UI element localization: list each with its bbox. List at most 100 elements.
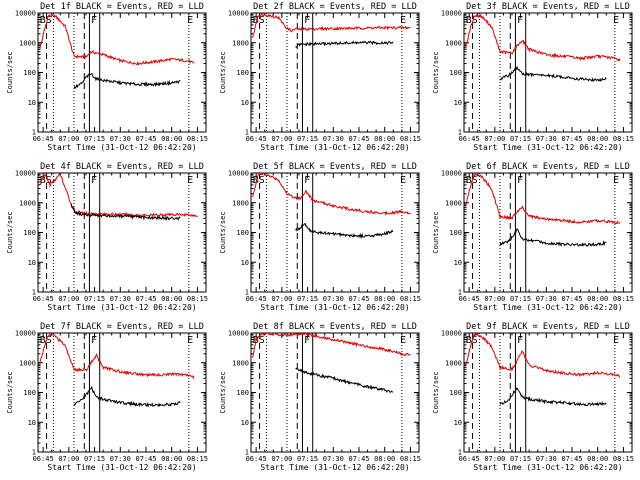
- x-tick-label: 08:15: [400, 455, 421, 463]
- x-tick-label: 08:00: [161, 295, 182, 303]
- chart-title: Det 1f BLACK = Events, RED = LLD: [40, 2, 204, 12]
- x-tick-label: 07:15: [510, 135, 531, 143]
- x-tick-label: 07:30: [110, 135, 131, 143]
- chart-title: Det 3f BLACK = Events, RED = LLD: [466, 2, 630, 12]
- marker-label-bs: BS: [253, 15, 265, 26]
- y-tick-label: 100: [236, 229, 249, 237]
- y-tick-label: 100: [23, 389, 36, 397]
- plot-frame: [250, 172, 420, 293]
- chart-panel: Det 5f BLACK = Events, RED = LLD 1 10 100 10…: [219, 162, 421, 312]
- y-axis-label: Counts/sec: [219, 51, 227, 93]
- series-line-black: [295, 40, 394, 49]
- x-tick-label: 06:45: [246, 455, 267, 463]
- marker-label-e: E: [187, 175, 193, 186]
- chart-title: Det 6f BLACK = Events, RED = LLD: [466, 162, 630, 172]
- marker-label-f: F: [91, 175, 97, 186]
- y-tick-label: 1: [245, 129, 249, 137]
- x-tick-label: 08:00: [587, 135, 608, 143]
- y-tick-label: 1000: [445, 199, 462, 207]
- marker-label-e: E: [187, 15, 193, 26]
- chart-title: Det 8f BLACK = Events, RED = LLD: [253, 322, 417, 332]
- series-line-black: [70, 203, 181, 221]
- y-tick-label: 100: [236, 69, 249, 77]
- y-tick-label: 100: [23, 229, 36, 237]
- x-tick-label: 06:45: [246, 295, 267, 303]
- x-axis-label: Start Time (31-Oct-12 06:42:20): [473, 463, 622, 472]
- x-tick-label: 07:00: [271, 295, 292, 303]
- x-tick-label: 07:00: [271, 135, 292, 143]
- x-tick-label: 06:45: [33, 295, 54, 303]
- chart-title: Det 5f BLACK = Events, RED = LLD: [253, 162, 417, 172]
- marker-label-e: E: [613, 15, 619, 26]
- chart-panel: Det 7f BLACK = Events, RED = LLD 1 10 100 10…: [6, 322, 208, 472]
- y-tick-label: 100: [236, 389, 249, 397]
- y-tick-label: 1000: [232, 199, 249, 207]
- series-line-red: [252, 173, 411, 216]
- x-axis-label: Start Time (31-Oct-12 06:42:20): [473, 303, 622, 312]
- marker-label-e: E: [400, 335, 406, 346]
- plot-frame: [37, 332, 207, 453]
- y-tick-label: 10000: [228, 170, 249, 178]
- x-tick-label: 08:15: [187, 295, 208, 303]
- plot-frame: [463, 332, 633, 453]
- series-line-black: [73, 72, 181, 89]
- x-tick-label: 07:45: [348, 455, 369, 463]
- series-line-black: [295, 367, 393, 394]
- y-tick-label: 1: [458, 289, 462, 297]
- y-tick-label: 1: [32, 289, 36, 297]
- marker-label-bs: BS: [253, 175, 265, 186]
- y-tick-label: 1: [458, 449, 462, 457]
- x-tick-label: 08:15: [187, 455, 208, 463]
- x-tick-label: 06:45: [246, 135, 267, 143]
- marker-label-e: E: [400, 15, 406, 26]
- marker-label-f: F: [517, 335, 523, 346]
- x-tick-label: 08:00: [161, 455, 182, 463]
- series-line-red: [465, 173, 621, 225]
- x-tick-label: 07:15: [510, 295, 531, 303]
- y-axis-label: Counts/sec: [219, 371, 227, 413]
- x-tick-label: 07:45: [561, 295, 582, 303]
- chart-panel: Det 6f BLACK = Events, RED = LLD 1 10 100 10…: [432, 162, 634, 312]
- series-line-black: [499, 228, 607, 247]
- chart-title: Det 4f BLACK = Events, RED = LLD: [40, 162, 204, 172]
- x-tick-label: 07:45: [348, 295, 369, 303]
- x-tick-label: 07:15: [510, 455, 531, 463]
- marker-label-e: E: [613, 335, 619, 346]
- marker-label-f: F: [304, 15, 310, 26]
- chart-panel: Det 1f BLACK = Events, RED = LLD 1 10 100 10…: [6, 2, 208, 152]
- x-tick-label: 08:15: [613, 135, 634, 143]
- y-tick-label: 1: [458, 129, 462, 137]
- x-axis-label: Start Time (31-Oct-12 06:42:20): [47, 143, 196, 152]
- series-line-black: [499, 65, 607, 82]
- y-axis-label: Counts/sec: [432, 51, 440, 93]
- x-tick-label: 07:15: [84, 455, 105, 463]
- series-line-red: [39, 173, 198, 218]
- series-line-red: [39, 13, 195, 66]
- y-tick-label: 100: [449, 389, 462, 397]
- plot-frame: [463, 12, 633, 133]
- x-tick-label: 07:15: [297, 455, 318, 463]
- series-line-red: [252, 333, 411, 358]
- x-tick-label: 07:15: [84, 135, 105, 143]
- x-axis-label: Start Time (31-Oct-12 06:42:20): [260, 463, 409, 472]
- y-tick-label: 1000: [19, 39, 36, 47]
- x-tick-label: 07:15: [297, 135, 318, 143]
- y-tick-label: 10000: [15, 10, 36, 18]
- plot-frame: [37, 172, 207, 293]
- marker-label-f: F: [517, 15, 523, 26]
- x-tick-label: 07:30: [323, 295, 344, 303]
- y-tick-label: 1: [245, 449, 249, 457]
- marker-label-f: F: [517, 175, 523, 186]
- chart-panel: Det 3f BLACK = Events, RED = LLD 1 10 100 10…: [432, 2, 634, 152]
- plot-frame: [250, 12, 420, 133]
- x-tick-label: 07:00: [58, 135, 79, 143]
- x-tick-label: 07:45: [561, 135, 582, 143]
- y-axis-label: Counts/sec: [432, 211, 440, 253]
- y-tick-label: 10000: [228, 10, 249, 18]
- x-tick-label: 07:45: [135, 295, 156, 303]
- plot-frame: [37, 12, 207, 133]
- y-tick-label: 100: [23, 69, 36, 77]
- series-line-red: [465, 13, 621, 62]
- y-tick-label: 1: [32, 129, 36, 137]
- x-tick-label: 08:00: [587, 455, 608, 463]
